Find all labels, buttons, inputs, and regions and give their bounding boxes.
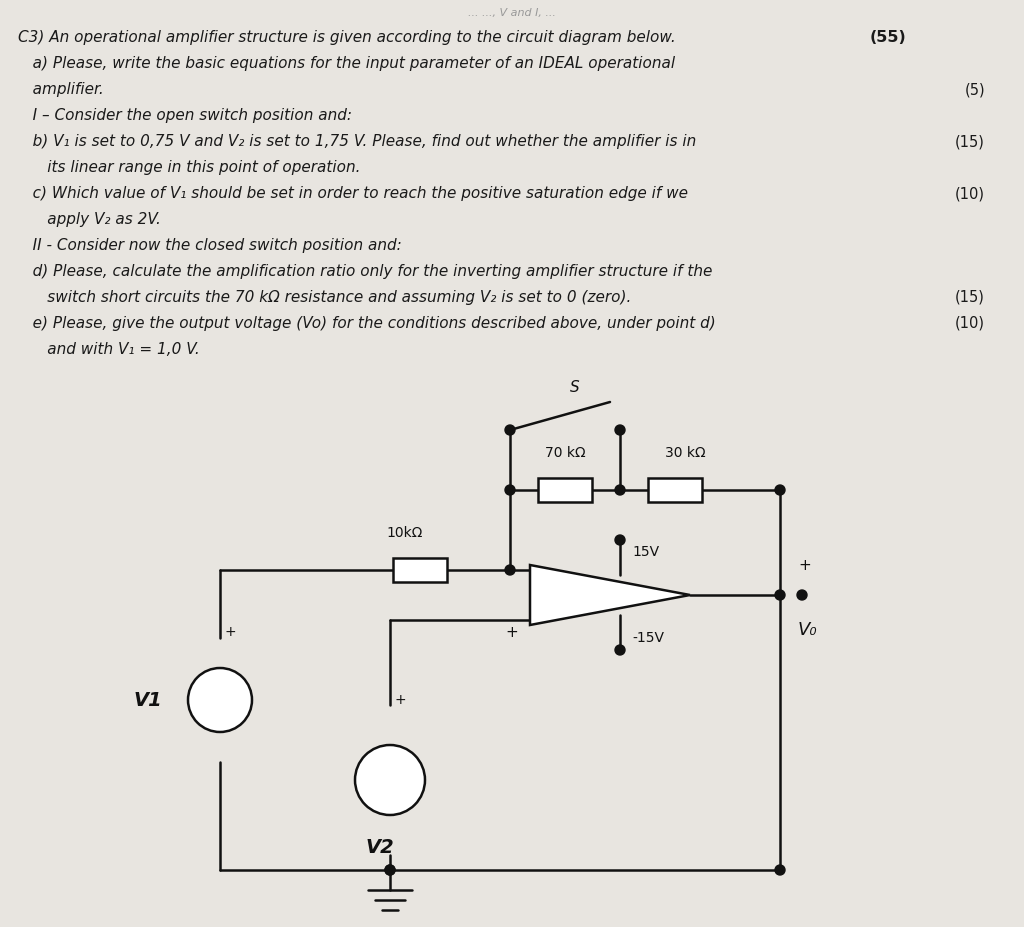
Text: +: + — [206, 688, 218, 703]
Text: 10kΩ: 10kΩ — [387, 526, 423, 540]
Circle shape — [385, 865, 395, 875]
Text: ... ..., V and I, ...: ... ..., V and I, ... — [468, 8, 556, 18]
Text: (10): (10) — [955, 186, 985, 201]
Text: S: S — [570, 380, 580, 395]
Text: +: + — [546, 605, 558, 620]
Text: amplifier.: amplifier. — [18, 82, 103, 97]
Text: -15V: -15V — [632, 631, 664, 645]
Text: 30 kΩ: 30 kΩ — [665, 446, 706, 460]
Circle shape — [505, 485, 515, 495]
Text: +: + — [506, 625, 518, 640]
Text: b) V₁ is set to 0,75 V and V₂ is set to 1,75 V. Please, find out whether the amp: b) V₁ is set to 0,75 V and V₂ is set to … — [18, 134, 696, 149]
Text: (55): (55) — [870, 30, 906, 45]
Circle shape — [385, 865, 395, 875]
Text: c) Which value of V₁ should be set in order to reach the positive saturation edg: c) Which value of V₁ should be set in or… — [18, 186, 688, 201]
Text: +: + — [798, 557, 811, 573]
Text: switch short circuits the 70 kΩ resistance and assuming V₂ is set to 0 (zero).: switch short circuits the 70 kΩ resistan… — [18, 290, 632, 305]
Circle shape — [615, 645, 625, 655]
Bar — [648, 478, 702, 502]
Circle shape — [775, 590, 785, 600]
Text: a) Please, write the basic equations for the input parameter of an IDEAL operati: a) Please, write the basic equations for… — [18, 56, 675, 71]
Text: 70 kΩ: 70 kΩ — [545, 446, 586, 460]
Text: and with V₁ = 1,0 V.: and with V₁ = 1,0 V. — [18, 342, 200, 357]
Text: (15): (15) — [955, 134, 985, 149]
Text: (5): (5) — [965, 82, 985, 97]
Text: −: − — [545, 568, 559, 586]
Bar — [393, 558, 447, 582]
Text: V₀: V₀ — [798, 621, 817, 639]
Text: II - Consider now the closed switch position and:: II - Consider now the closed switch posi… — [18, 238, 401, 253]
Circle shape — [355, 745, 425, 815]
Bar — [538, 478, 592, 502]
Circle shape — [615, 425, 625, 435]
Text: C3) An operational amplifier structure is given according to the circuit diagram: C3) An operational amplifier structure i… — [18, 30, 676, 45]
Text: e) Please, give the output voltage (Vo) for the conditions described above, unde: e) Please, give the output voltage (Vo) … — [18, 316, 716, 331]
Polygon shape — [530, 565, 690, 625]
Circle shape — [797, 590, 807, 600]
Circle shape — [188, 668, 252, 732]
Text: (10): (10) — [955, 316, 985, 331]
Text: (15): (15) — [955, 290, 985, 305]
Text: V1: V1 — [133, 691, 162, 709]
Text: d) Please, calculate the amplification ratio only for the inverting amplifier st: d) Please, calculate the amplification r… — [18, 264, 713, 279]
Text: +: + — [224, 625, 236, 639]
Circle shape — [505, 565, 515, 575]
Text: 15V: 15V — [632, 545, 659, 559]
Text: its linear range in this point of operation.: its linear range in this point of operat… — [18, 160, 360, 175]
Circle shape — [775, 865, 785, 875]
Text: apply V₂ as 2V.: apply V₂ as 2V. — [18, 212, 161, 227]
Text: I – Consider the open switch position and:: I – Consider the open switch position an… — [18, 108, 352, 123]
Circle shape — [615, 485, 625, 495]
Circle shape — [615, 535, 625, 545]
Circle shape — [505, 425, 515, 435]
Text: V2: V2 — [366, 838, 394, 857]
Circle shape — [775, 485, 785, 495]
Text: +: + — [384, 763, 396, 778]
Text: +: + — [394, 693, 406, 707]
